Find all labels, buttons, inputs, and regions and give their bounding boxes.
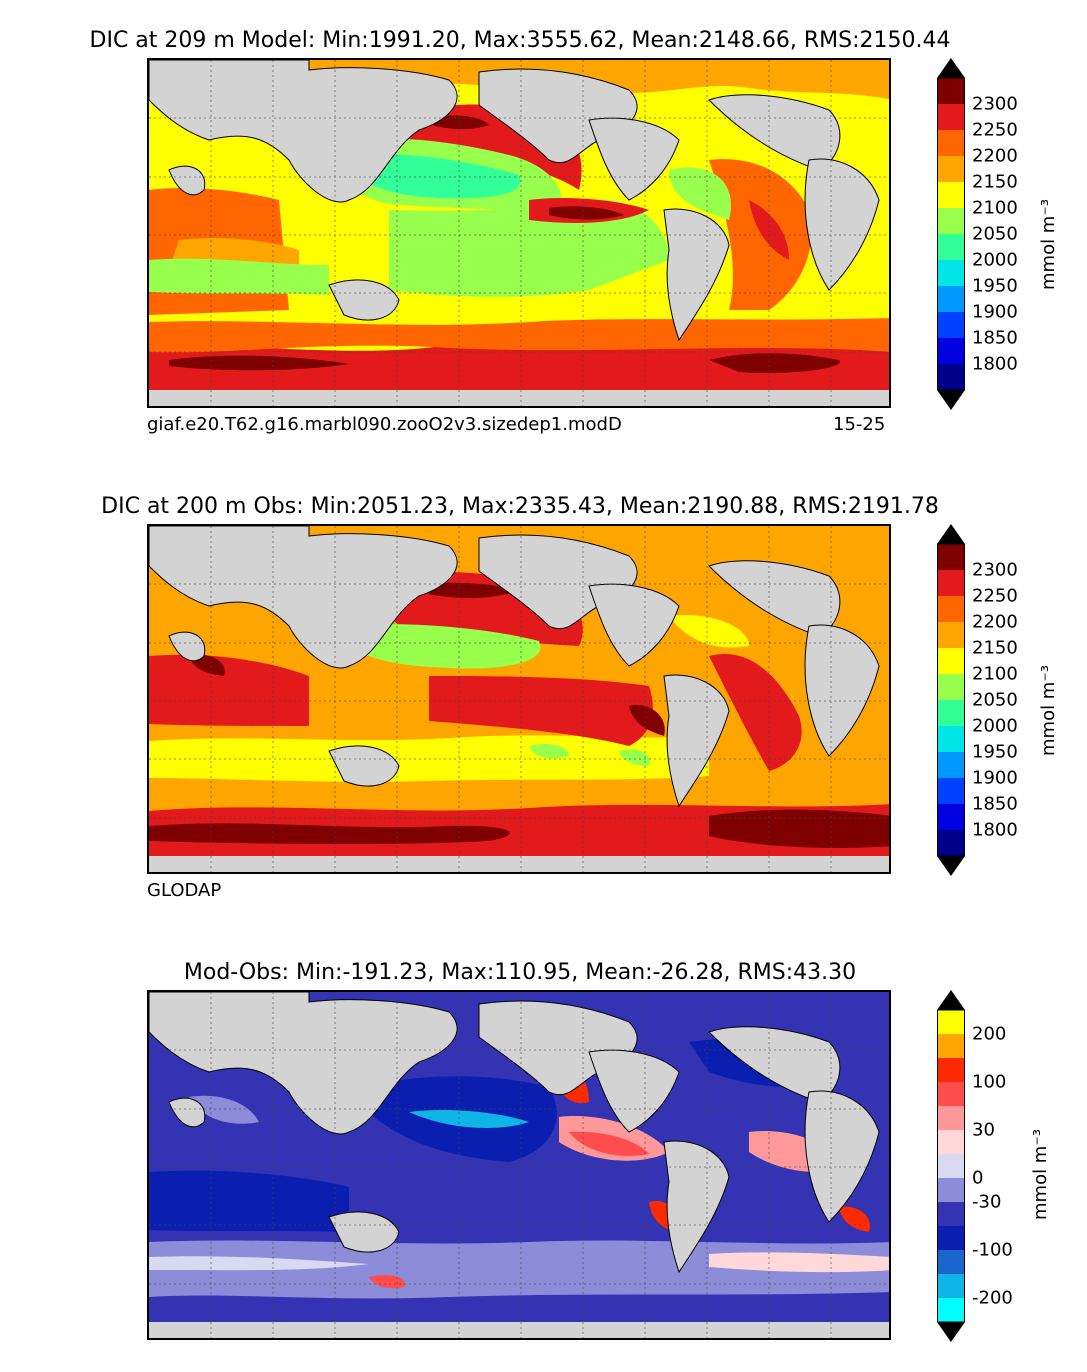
colorbar-segment [937,208,965,235]
colorbar-tick-label: 2250 [972,585,1018,607]
colorbar-extend-top [937,524,965,544]
colorbar-tick-label: 1900 [972,301,1018,323]
colorbar-segment [937,1154,965,1179]
colorbar-segment [937,260,965,287]
colorbar-tick-label: 2300 [972,93,1018,115]
colorbar-outline [937,77,965,391]
colorbar-tick-label: 2100 [972,197,1018,219]
colorbar-segment [937,1010,965,1035]
panel-2-map [147,524,891,874]
colorbar-extend-bottom [937,390,965,410]
colorbar-segment [937,338,965,365]
panel-2-footer-left: GLODAP [147,880,222,901]
colorbar-segment [937,596,965,623]
colorbar-tick-label: 2000 [972,715,1018,737]
colorbar-segment [937,1274,965,1299]
colorbar-tick-label: -200 [972,1287,1013,1309]
colorbar-segment [937,156,965,183]
colorbar-tick-label: -30 [972,1191,1002,1213]
colorbar-tick-label: 2150 [972,171,1018,193]
colorbar-tick-label: 2100 [972,663,1018,685]
colorbar-tick-label: 0 [972,1167,984,1189]
colorbar-tick-label: 1850 [972,793,1018,815]
colorbar-segment [937,182,965,209]
colorbar-tick-label: 2250 [972,119,1018,141]
colorbar-1-unit: mmol m⁻³ [1038,198,1059,290]
colorbar-segment [937,130,965,157]
colorbar-tick-label: 2200 [972,145,1018,167]
colorbar-segment [937,674,965,701]
panel-3-map [147,990,891,1340]
colorbar-segment [937,1130,965,1155]
colorbar-tick-label: -100 [972,1239,1013,1261]
colorbar-segment [937,1298,965,1323]
colorbar-segment [937,804,965,831]
panel-2-title: DIC at 200 m Obs: Min:2051.23, Max:2335.… [101,494,939,519]
colorbar-segment [937,622,965,649]
panel-3-title: Mod-Obs: Min:-191.23, Max:110.95, Mean:-… [183,960,857,985]
colorbar-tick-label: 1950 [972,741,1018,763]
colorbar-segment [937,1106,965,1131]
colorbar-segment [937,700,965,727]
colorbar-extend-top [937,58,965,78]
colorbar-extend-bottom [937,856,965,876]
colorbar-segment [937,1034,965,1059]
colorbar-tick-label: 2150 [972,637,1018,659]
colorbar-outline [937,1009,965,1323]
colorbar-tick-label: 2300 [972,559,1018,581]
colorbar-segment [937,364,965,391]
colorbar-segment [937,778,965,805]
colorbar-3-unit: mmol m⁻³ [1030,1128,1051,1220]
colorbar-segment [937,1178,965,1203]
colorbar-segment [937,78,965,105]
colorbar-extend-bottom [937,1322,965,1342]
colorbar-segment [937,1250,965,1275]
colorbar-tick-label: 1800 [972,353,1018,375]
colorbar-tick-label: 2000 [972,249,1018,271]
colorbar-3 [937,990,965,1342]
colorbar-tick-label: 2200 [972,611,1018,633]
colorbar-segment [937,1082,965,1107]
colorbar-segment [937,234,965,261]
colorbar-segment [937,1226,965,1251]
colorbar-extend-top [937,990,965,1010]
colorbar-2 [937,524,965,876]
colorbar-segment [937,104,965,131]
colorbar-1 [937,58,965,410]
colorbar-tick-label: 1900 [972,767,1018,789]
panel-1-footer-right: 15-25 [833,414,886,435]
colorbar-segment [937,1058,965,1083]
panel-1-map [147,58,891,408]
colorbar-segment [937,830,965,857]
colorbar-segment [937,1202,965,1227]
colorbar-segment [937,570,965,597]
colorbar-tick-label: 30 [972,1119,995,1141]
colorbar-segment [937,286,965,313]
panel-1-title: DIC at 209 m Model: Min:1991.20, Max:355… [89,28,951,53]
colorbar-tick-label: 200 [972,1023,1007,1045]
colorbar-2-unit: mmol m⁻³ [1038,664,1059,756]
colorbar-tick-label: 1800 [972,819,1018,841]
panel-1-footer-left: giaf.e20.T62.g16.marbl090.zooO2v3.sizede… [147,414,622,435]
colorbar-segment [937,312,965,339]
colorbar-tick-label: 2050 [972,689,1018,711]
colorbar-tick-label: 1950 [972,275,1018,297]
colorbar-segment [937,544,965,571]
colorbar-tick-label: 1850 [972,327,1018,349]
colorbar-segment [937,752,965,779]
colorbar-tick-label: 2050 [972,223,1018,245]
colorbar-segment [937,726,965,753]
colorbar-tick-label: 100 [972,1071,1007,1093]
colorbar-segment [937,648,965,675]
colorbar-outline [937,543,965,857]
